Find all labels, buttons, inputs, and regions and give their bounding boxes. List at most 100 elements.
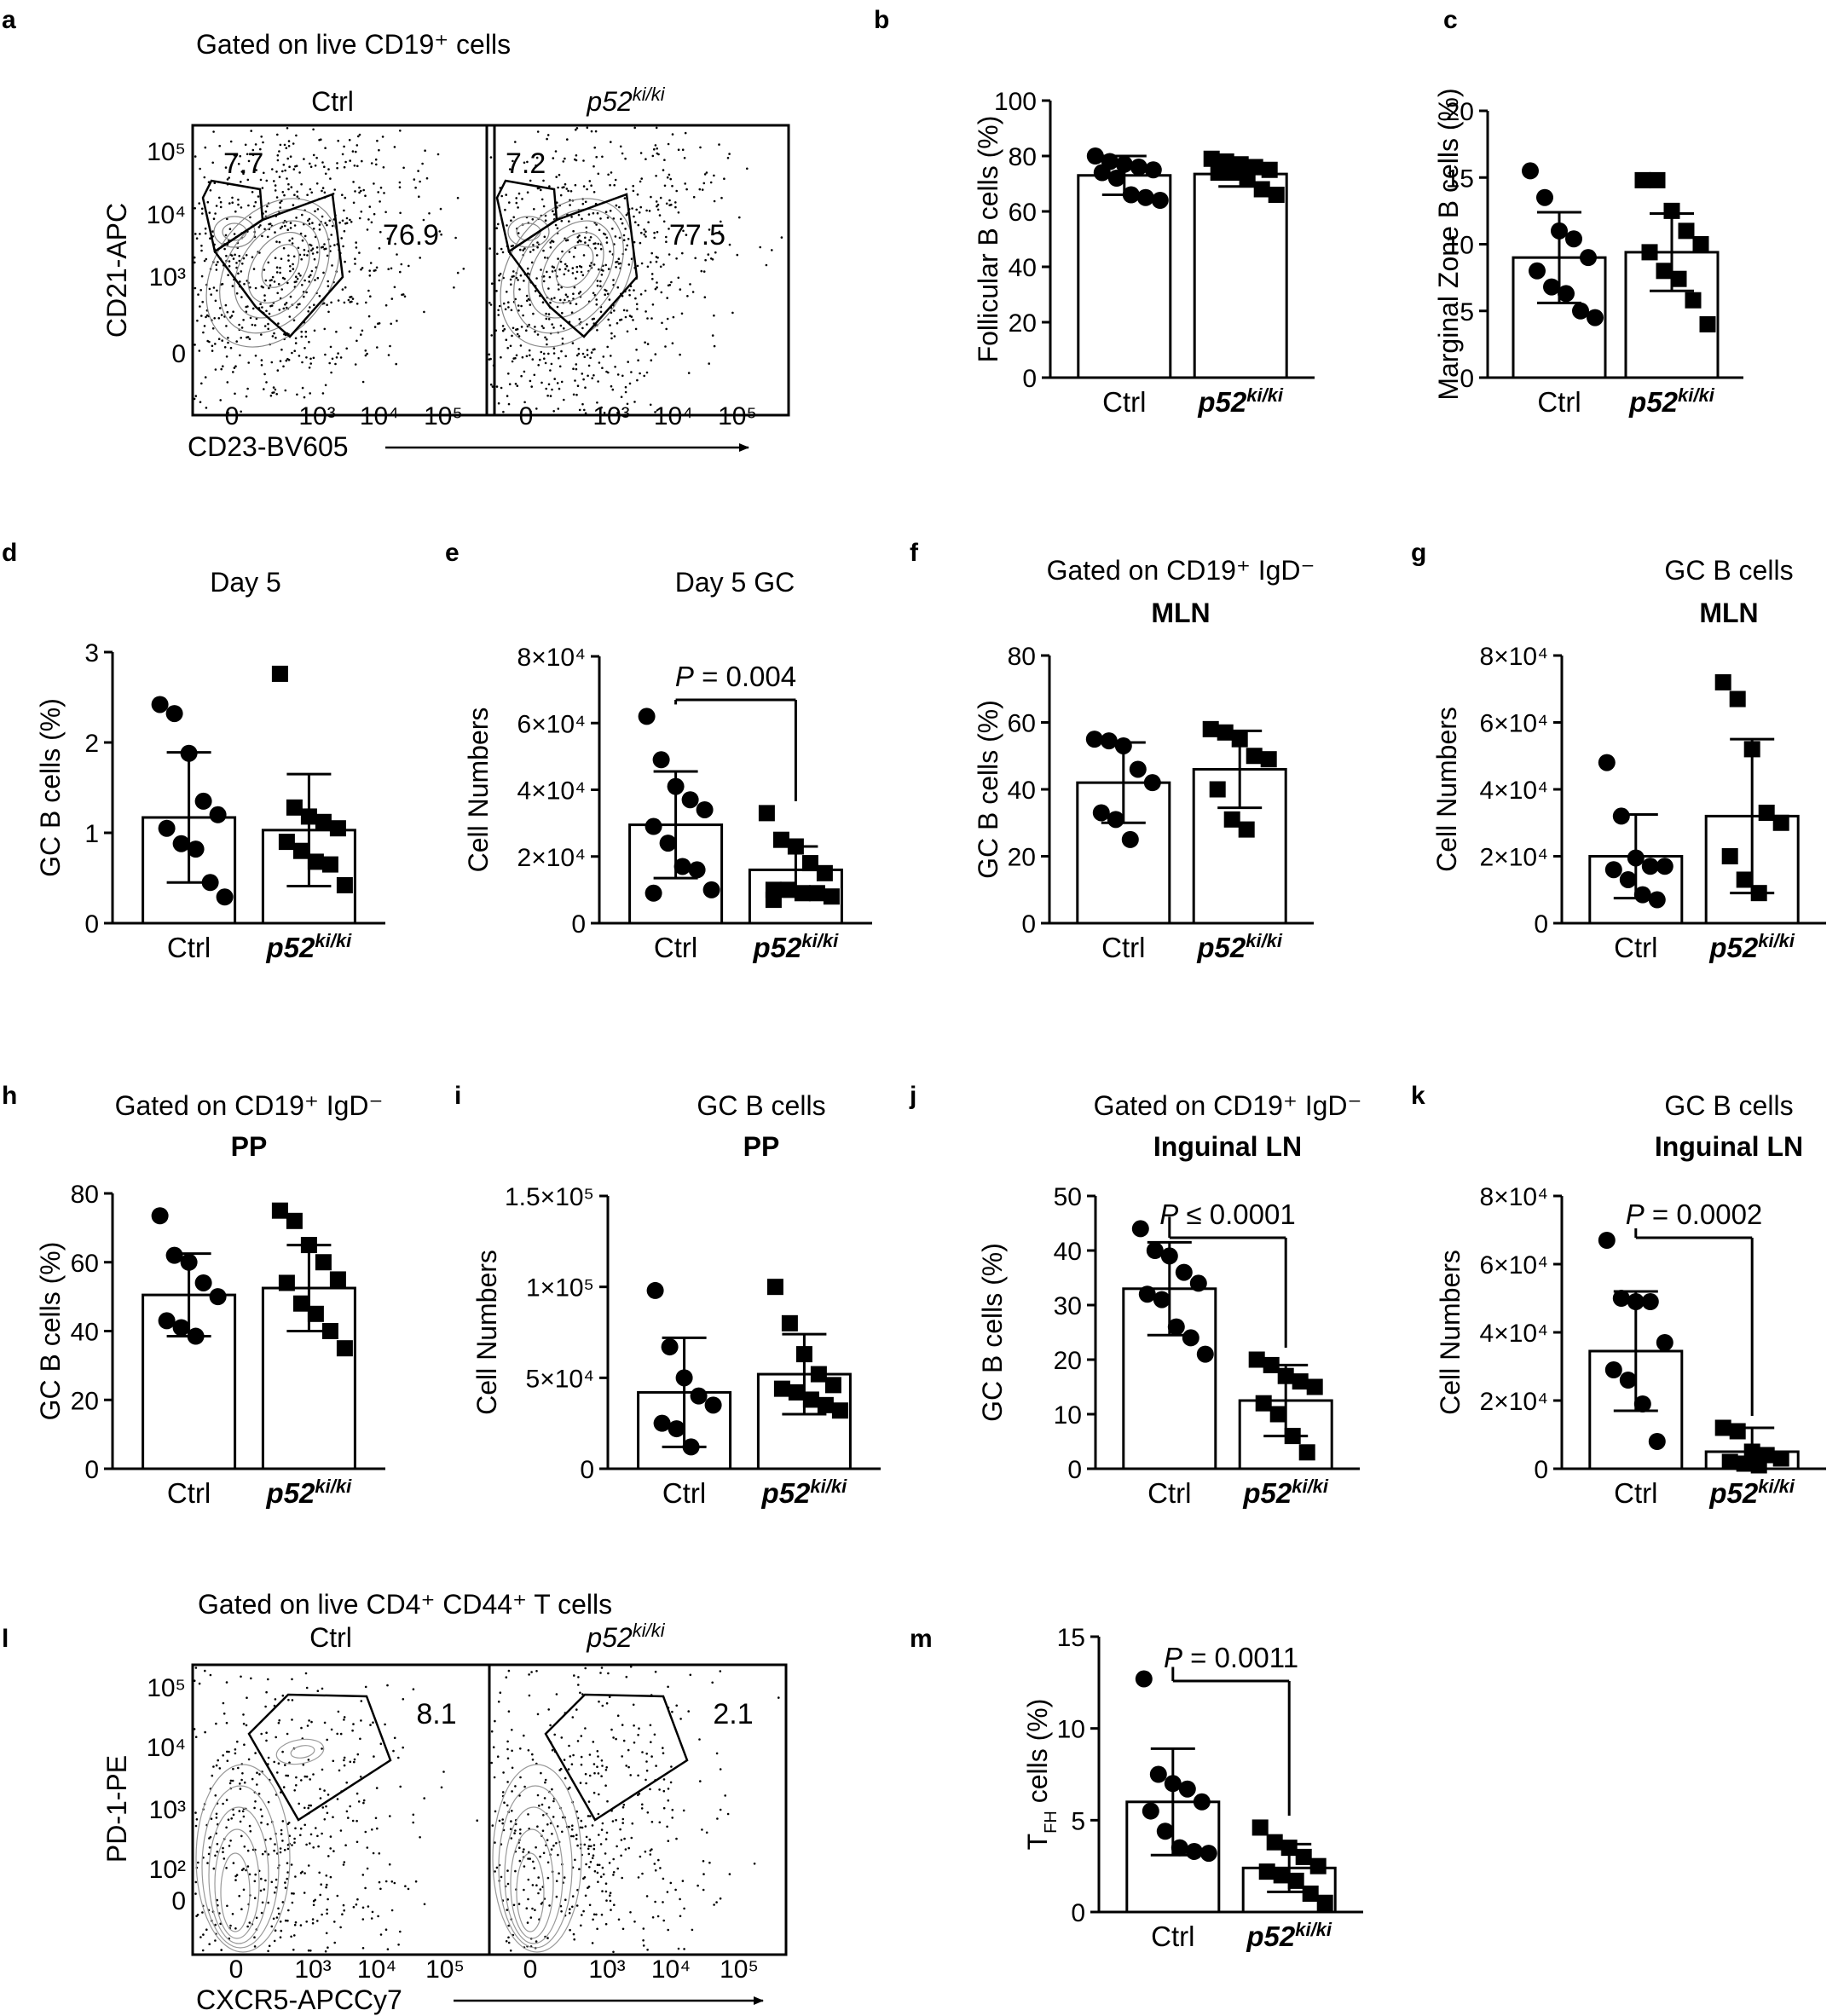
flow-event-dot — [287, 1698, 290, 1701]
flow-event-dot — [605, 370, 608, 373]
flow-event-dot — [301, 1870, 303, 1874]
flow-event-dot — [287, 140, 291, 142]
flow-event-dot — [575, 277, 577, 280]
flow-event-dot — [232, 1862, 235, 1864]
flow-event-dot — [267, 322, 269, 326]
flow-event-dot — [625, 188, 627, 191]
flow-event-dot — [249, 286, 251, 289]
flow-event-dot — [347, 1817, 350, 1819]
flow-event-dot — [240, 1778, 243, 1782]
flow-event-dot — [612, 1874, 615, 1876]
flow-event-dot — [529, 354, 531, 357]
flow-event-dot — [327, 285, 330, 288]
flow-event-dot — [274, 184, 277, 187]
panel-letter-i: i — [454, 1082, 461, 1110]
flow-event-dot — [654, 287, 657, 291]
flow-event-dot — [223, 247, 226, 251]
flow-event-dot — [513, 1832, 516, 1834]
flow-event-dot — [606, 1799, 609, 1803]
flow-event-dot — [667, 1799, 670, 1802]
data-point-p52 — [1714, 1419, 1731, 1436]
flow-event-dot — [240, 206, 243, 209]
flow-event-dot — [326, 1738, 329, 1742]
flow-event-dot — [573, 286, 576, 289]
flow-event-dot — [384, 303, 388, 307]
flow-event-dot — [324, 384, 327, 387]
x-category-label: Ctrl — [167, 932, 211, 963]
flow-event-dot — [589, 236, 593, 239]
flow-event-dot — [369, 295, 372, 298]
flow-event-dot — [591, 1857, 594, 1859]
flow-event-dot — [343, 1909, 346, 1912]
flow-event-dot — [344, 286, 347, 289]
chart-subtitle: MLN — [1699, 598, 1758, 628]
flow-event-dot — [495, 1866, 499, 1869]
flow-event-dot — [609, 250, 611, 253]
data-point-p52 — [773, 1380, 790, 1397]
flow-event-dot — [720, 220, 722, 223]
flow-event-dot — [263, 388, 265, 390]
flow-event-dot — [552, 1799, 555, 1803]
flow-event-dot — [529, 1857, 531, 1860]
flow-event-dot — [535, 156, 539, 159]
flow-event-dot — [316, 1920, 319, 1922]
flow-event-dot — [209, 237, 211, 240]
flow-event-dot — [300, 1779, 303, 1782]
flow-event-dot — [230, 1817, 234, 1820]
flow-event-dot — [293, 1934, 296, 1937]
data-point-ctrl — [1175, 1263, 1193, 1281]
flow-event-dot — [548, 275, 552, 279]
flow-event-dot — [616, 373, 620, 376]
flow-event-dot — [533, 208, 535, 211]
flow-event-dot — [610, 1909, 612, 1911]
flow-event-dot — [605, 1899, 608, 1902]
flow-event-dot — [521, 355, 524, 359]
flow-event-dot — [551, 270, 554, 273]
flow-event-dot — [602, 355, 605, 358]
flow-event-dot — [393, 1736, 396, 1740]
flow-event-dot — [308, 340, 310, 344]
flow-event-dot — [562, 1816, 564, 1819]
flow-event-dot — [633, 401, 636, 403]
flow-event-dot — [367, 289, 370, 292]
flow-event-dot — [228, 228, 232, 231]
data-point-p52 — [831, 1402, 848, 1419]
flow-event-dot — [333, 1921, 336, 1923]
flow-event-dot — [505, 194, 507, 196]
flow-event-dot — [581, 352, 585, 355]
flow-event-dot — [364, 1685, 367, 1689]
flow-event-dot — [308, 217, 311, 221]
y-tick-label: 8×10⁴ — [1480, 1183, 1548, 1211]
flow-event-dot — [633, 289, 635, 292]
flow-l-xtick: 10⁵ — [720, 1955, 759, 1984]
flow-event-dot — [214, 1854, 217, 1857]
flow-event-dot — [227, 337, 229, 339]
flow-event-dot — [527, 1898, 529, 1901]
data-point-p52 — [1714, 673, 1731, 690]
flow-event-dot — [639, 1855, 642, 1858]
flow-event-dot — [512, 216, 515, 219]
flow-event-dot — [568, 1744, 570, 1747]
flow-event-dot — [265, 1731, 268, 1734]
flow-event-dot — [578, 408, 581, 412]
flow-event-dot — [214, 1939, 217, 1942]
flow-event-dot — [286, 1774, 290, 1777]
flow-event-dot — [275, 271, 279, 274]
flow-event-dot — [609, 1892, 612, 1894]
y-tick-label: 20 — [1008, 844, 1036, 872]
flow-event-dot — [595, 223, 598, 226]
flow-event-dot — [249, 316, 252, 320]
flow-event-dot — [303, 1775, 307, 1778]
flow-event-dot — [344, 196, 347, 199]
flow-event-dot — [541, 301, 545, 304]
data-point-ctrl — [209, 1288, 227, 1306]
flow-event-dot — [569, 1908, 571, 1910]
flow-event-dot — [681, 1880, 685, 1882]
flow-event-dot — [277, 1907, 280, 1910]
flow-event-dot — [550, 362, 553, 366]
flow-event-dot — [707, 253, 710, 256]
flow-event-dot — [305, 356, 308, 359]
flow-event-dot — [318, 228, 321, 231]
flow-event-dot — [527, 1857, 529, 1860]
flow-event-dot — [261, 1815, 263, 1817]
